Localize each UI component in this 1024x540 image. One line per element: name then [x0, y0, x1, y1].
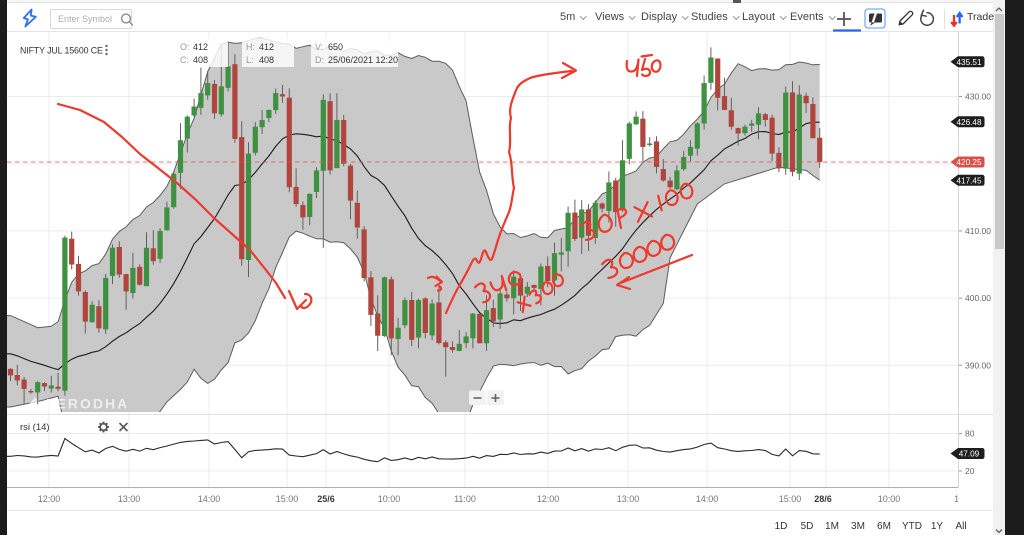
svg-text:All: All — [955, 521, 966, 532]
svg-text:14:00: 14:00 — [696, 494, 719, 504]
svg-text:NIFTY JUL 15600 CE: NIFTY JUL 15600 CE — [20, 46, 103, 56]
svg-text:1M: 1M — [825, 521, 839, 532]
svg-text:C:: C: — [180, 55, 189, 65]
svg-text:650: 650 — [328, 42, 343, 52]
svg-text:435.51: 435.51 — [956, 58, 981, 67]
svg-text:408: 408 — [193, 55, 208, 65]
svg-text:11:00: 11:00 — [454, 494, 476, 504]
svg-text:O:: O: — [180, 42, 190, 52]
svg-text:400.00: 400.00 — [965, 293, 991, 303]
svg-text:3M: 3M — [851, 521, 865, 532]
svg-text:426.48: 426.48 — [956, 118, 981, 127]
svg-text:12:00: 12:00 — [537, 494, 560, 504]
svg-text:15:00: 15:00 — [276, 494, 299, 504]
svg-text:14:00: 14:00 — [198, 494, 221, 504]
svg-text:13:00: 13:00 — [617, 494, 640, 504]
svg-text:25/06/2021 12:20: 25/06/2021 12:20 — [328, 55, 398, 65]
svg-text:25/6: 25/6 — [317, 494, 335, 504]
svg-text:11:00: 11:00 — [954, 494, 976, 504]
svg-text:47.09: 47.09 — [959, 450, 980, 459]
svg-text:10:00: 10:00 — [378, 494, 401, 504]
svg-text:1D: 1D — [775, 521, 788, 532]
svg-text:ZERODHA: ZERODHA — [46, 396, 129, 412]
svg-text:D:: D: — [315, 55, 324, 65]
svg-text:rsi (14): rsi (14) — [20, 422, 50, 433]
svg-text:417.45: 417.45 — [956, 176, 981, 185]
svg-text:13:00: 13:00 — [118, 494, 141, 504]
svg-text:20: 20 — [965, 466, 975, 476]
svg-text:430.00: 430.00 — [965, 92, 991, 102]
svg-text:28/6: 28/6 — [814, 494, 832, 504]
svg-text:10:00: 10:00 — [878, 494, 901, 504]
svg-text:420.25: 420.25 — [956, 158, 981, 167]
svg-text:5D: 5D — [801, 521, 814, 532]
svg-text:6M: 6M — [877, 521, 891, 532]
svg-text:L:: L: — [246, 55, 254, 65]
svg-text:15:00: 15:00 — [779, 494, 802, 504]
svg-text:412: 412 — [259, 42, 274, 52]
svg-text:YTD: YTD — [902, 521, 922, 532]
svg-text:12:00: 12:00 — [38, 494, 61, 504]
svg-text:H:: H: — [246, 42, 255, 52]
svg-text:V:: V: — [315, 42, 323, 52]
svg-text:80: 80 — [965, 429, 975, 439]
svg-text:410.00: 410.00 — [965, 226, 991, 236]
svg-text:1Y: 1Y — [931, 521, 944, 532]
svg-text:408: 408 — [259, 55, 274, 65]
svg-text:390.00: 390.00 — [965, 360, 991, 370]
svg-text:412: 412 — [193, 42, 208, 52]
